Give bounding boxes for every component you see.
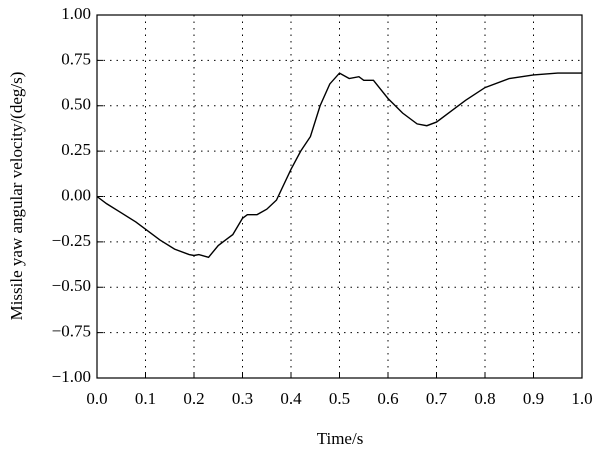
x-tick-label: 0.4 [280,389,302,408]
y-tick-label: 0.00 [61,185,91,204]
y-axis-label: Missile yaw angular velocity/(deg/s) [7,72,26,321]
x-tick-label: 0.1 [135,389,156,408]
y-tick-label: 0.50 [61,95,91,114]
x-tick-label: 0.3 [232,389,253,408]
y-tick-label: −1.00 [52,367,91,386]
x-axis-label: Time/s [317,429,364,448]
x-tick-label: 0.7 [426,389,448,408]
x-tick-label: 0.8 [474,389,495,408]
y-tick-label: 0.25 [61,140,91,159]
x-tick-label: 0.5 [329,389,350,408]
x-tick-label: 0.6 [377,389,398,408]
y-tick-label: −0.75 [52,322,91,341]
y-tick-label: −0.50 [52,276,91,295]
y-tick-label: 1.00 [61,4,91,23]
x-tick-label: 0.0 [86,389,107,408]
y-tick-label: 0.75 [61,49,91,68]
x-tick-label: 1.0 [571,389,592,408]
data-line [96,72,582,259]
x-tick-label: 0.9 [523,389,544,408]
x-tick-label: 0.2 [183,389,204,408]
y-tick-label: −0.25 [52,231,91,250]
